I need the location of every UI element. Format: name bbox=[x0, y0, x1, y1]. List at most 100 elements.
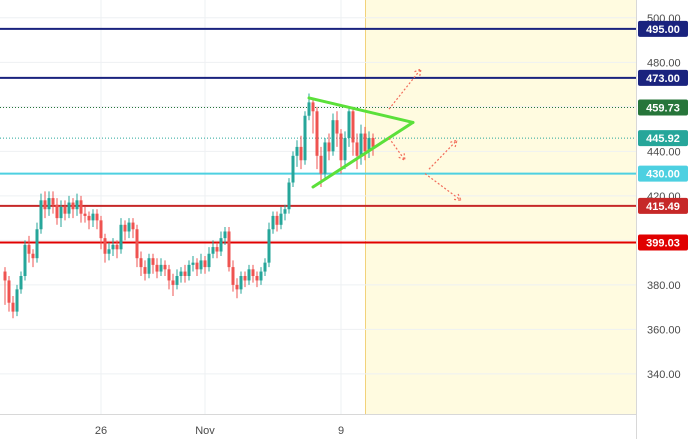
candle-body bbox=[67, 202, 71, 214]
y-tick-label: 380.00 bbox=[647, 280, 681, 292]
candle-body bbox=[163, 264, 167, 270]
candle-body bbox=[83, 213, 87, 216]
candle-body bbox=[123, 224, 127, 232]
candle-body bbox=[183, 271, 187, 276]
candle-body bbox=[315, 111, 319, 156]
price-badge bbox=[638, 69, 688, 86]
price-badge-label: 399.03 bbox=[646, 238, 680, 250]
candle-body bbox=[143, 267, 147, 274]
triangle-lower-line[interactable] bbox=[311, 120, 415, 189]
candle-body bbox=[355, 142, 359, 156]
candle-body bbox=[99, 220, 103, 239]
candle-body bbox=[131, 222, 135, 230]
price-badge-label: 473.00 bbox=[646, 73, 680, 85]
candle-body bbox=[323, 142, 327, 174]
candle-body bbox=[343, 138, 347, 161]
candle-body bbox=[351, 111, 355, 143]
candle-body bbox=[347, 111, 351, 138]
projection-arrow-line bbox=[428, 139, 458, 170]
candle-body bbox=[87, 215, 91, 221]
candle-body bbox=[151, 258, 155, 265]
price-badge-label: 415.49 bbox=[646, 201, 680, 213]
candle-body bbox=[203, 260, 207, 268]
x-tick-label: Nov bbox=[195, 425, 215, 437]
price-badge bbox=[638, 99, 688, 116]
candle-body bbox=[335, 120, 339, 134]
candle-body bbox=[47, 198, 51, 210]
candle-body bbox=[231, 267, 235, 285]
candle-body bbox=[327, 142, 331, 152]
candle-body bbox=[19, 276, 23, 290]
candle-body bbox=[319, 155, 323, 174]
candle-body bbox=[71, 202, 75, 210]
candle-body bbox=[95, 213, 99, 221]
candle-body bbox=[339, 133, 343, 161]
candle-body bbox=[215, 247, 219, 252]
candle-body bbox=[7, 280, 11, 303]
candle-body bbox=[227, 231, 231, 268]
candle-body bbox=[235, 284, 239, 290]
candle-body bbox=[311, 102, 315, 112]
candle-body bbox=[3, 271, 7, 281]
candle-body bbox=[79, 200, 83, 214]
candle-body bbox=[147, 258, 151, 274]
candle-body bbox=[287, 182, 291, 210]
candle-body bbox=[199, 260, 203, 270]
price-badge-label: 445.92 bbox=[646, 133, 680, 145]
candle-body bbox=[107, 249, 111, 254]
candle-body bbox=[63, 207, 67, 214]
price-badge bbox=[638, 197, 688, 214]
candle-body bbox=[159, 264, 163, 272]
candle-body bbox=[39, 200, 43, 230]
candle-body bbox=[191, 262, 195, 265]
candle-body bbox=[239, 276, 243, 290]
candle-body bbox=[363, 133, 367, 152]
candle-body bbox=[135, 229, 139, 259]
candle-body bbox=[59, 207, 63, 219]
candle-body bbox=[155, 264, 159, 272]
triangle-upper-line[interactable] bbox=[307, 96, 415, 124]
candle-body bbox=[27, 244, 31, 254]
candle-body bbox=[279, 213, 283, 225]
candle-body bbox=[275, 215, 279, 225]
candles bbox=[3, 93, 375, 319]
candle-body bbox=[187, 264, 191, 276]
price-axis[interactable]: 340.00360.00380.00420.00440.00480.00500.… bbox=[647, 13, 681, 381]
candle-body bbox=[15, 289, 19, 312]
candle-body bbox=[35, 229, 39, 259]
candle-body bbox=[75, 200, 79, 210]
candle-body bbox=[115, 244, 119, 250]
candle-body bbox=[247, 269, 251, 281]
candle-body bbox=[51, 198, 55, 205]
candle-body bbox=[359, 133, 363, 156]
candle-body bbox=[371, 138, 375, 147]
price-badge bbox=[638, 20, 688, 37]
x-tick-label: 9 bbox=[338, 425, 344, 437]
candle-body bbox=[295, 146, 299, 156]
price-badge bbox=[638, 234, 688, 251]
candle-body bbox=[283, 209, 287, 214]
candle-body bbox=[111, 244, 115, 250]
price-badge-label: 459.73 bbox=[646, 102, 680, 114]
time-axis[interactable]: 26 Nov 9 bbox=[95, 425, 344, 437]
candle-body bbox=[139, 258, 143, 268]
candle-body bbox=[91, 213, 95, 221]
triangle-pattern bbox=[307, 96, 415, 189]
candle-body bbox=[175, 276, 179, 285]
candle-body bbox=[11, 302, 15, 312]
y-tick-label: 360.00 bbox=[647, 324, 681, 336]
candle-body bbox=[299, 146, 303, 161]
y-tick-label: 440.00 bbox=[647, 146, 681, 158]
candle-body bbox=[243, 276, 247, 281]
candle-body bbox=[119, 224, 123, 250]
projection-arrow-line bbox=[388, 137, 406, 161]
candle-body bbox=[43, 200, 47, 210]
candle-body bbox=[291, 155, 295, 183]
candle-body bbox=[195, 262, 199, 270]
candle-body bbox=[303, 115, 307, 161]
forecast-zone bbox=[365, 0, 636, 414]
candle-body bbox=[251, 269, 255, 276]
candle-body bbox=[259, 271, 263, 281]
y-tick-label: 340.00 bbox=[647, 369, 681, 381]
